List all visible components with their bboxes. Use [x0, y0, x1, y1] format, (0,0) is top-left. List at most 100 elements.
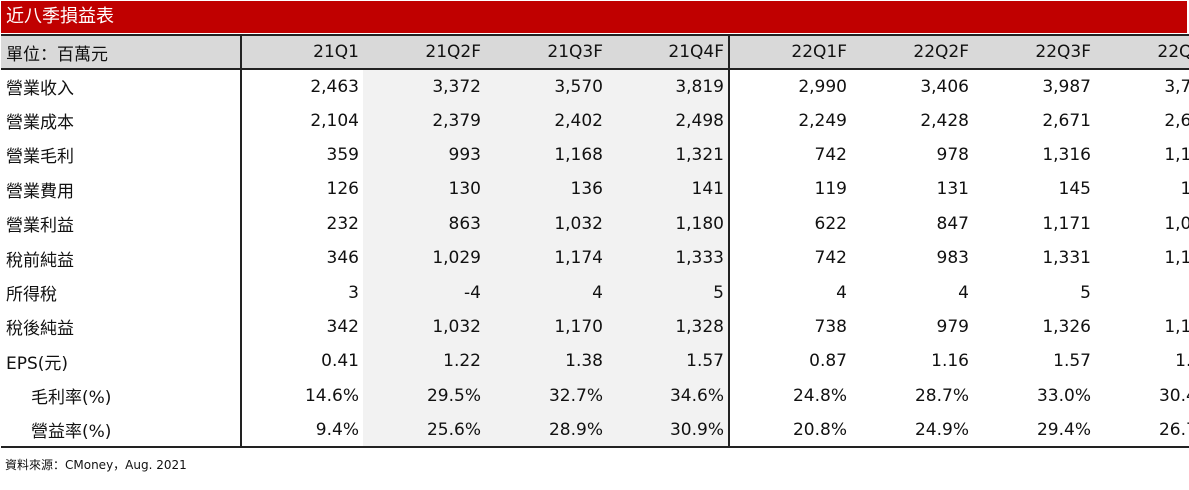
- table-cell: 359: [240, 137, 363, 173]
- table-cell: 742: [728, 137, 851, 173]
- table-cell: 1,333: [607, 240, 729, 276]
- header-row: 單位：百萬元 21Q1 21Q2F 21Q3F 21Q4F 22Q1F 22Q2…: [1, 34, 1189, 70]
- table-cell: 2,498: [607, 103, 729, 138]
- table-cell: 3,819: [607, 69, 729, 104]
- table-cell: 5: [1080, 282, 1091, 303]
- unit-label: 單位：百萬元: [1, 34, 241, 70]
- table-title: 近八季損益表: [1, 1, 1187, 33]
- table-cell: 29.4%: [973, 412, 1095, 449]
- table-row: 營業成本 2,104 2,379 2,402 2,498 2,249 2,428 2,671 2…: [1, 103, 1189, 138]
- table-cell: 3,570: [485, 69, 607, 104]
- table-cell: 1,174: [485, 240, 607, 276]
- table-cell: 1.57: [1053, 351, 1091, 372]
- table-cell: 24.8%: [728, 378, 851, 413]
- period-header: 21Q3F: [485, 34, 607, 70]
- table-cell: 863: [363, 206, 485, 241]
- period-header: 22Q3F: [973, 34, 1095, 70]
- row-label: 營業毛利: [6, 147, 74, 168]
- table-cell: 1.38: [485, 344, 607, 379]
- table-cell: 2,104: [240, 103, 363, 138]
- table-cell: 1.57: [607, 344, 729, 379]
- table-cell: 1,331: [1042, 248, 1091, 269]
- table-cell: 342: [240, 309, 363, 345]
- table-cell: 1,326: [1042, 316, 1091, 337]
- table-cell: 1,029: [363, 240, 485, 276]
- table-cell: 346: [240, 240, 363, 276]
- table-cell: 25.6%: [363, 412, 485, 449]
- table-cell: 137: [1180, 179, 1189, 200]
- table-cell: 32.7%: [485, 378, 607, 413]
- table-cell: 742: [728, 240, 851, 276]
- period-header: 21Q4F: [607, 34, 729, 70]
- table-cell: 2,463: [240, 69, 363, 104]
- table-cell: 1,015: [1164, 213, 1189, 234]
- source-note: 資料來源：CMoney，Aug. 2021: [5, 458, 187, 472]
- table-cell: 1,170: [485, 309, 607, 345]
- table-cell: 1,153: [1164, 144, 1189, 165]
- table-cell: 3,797: [1164, 76, 1189, 97]
- period-header: 22Q2F: [851, 34, 973, 70]
- period-header: 21Q1: [240, 34, 363, 70]
- table-cell: 738: [728, 309, 851, 345]
- table-cell: 28.9%: [485, 412, 607, 449]
- table-cell: 5: [607, 275, 729, 310]
- table-cell: 34.6%: [607, 378, 729, 413]
- table-cell: 136: [485, 172, 607, 207]
- table-cell: 3: [240, 275, 363, 310]
- table-cell: 622: [728, 206, 851, 241]
- table-cell: 1,321: [607, 137, 729, 173]
- period-header: 22Q4F: [1095, 34, 1189, 70]
- table-cell: 2,990: [728, 69, 851, 104]
- table-cell: 2,249: [728, 103, 851, 138]
- table-cell: 20.8%: [728, 412, 851, 449]
- table-cell: 28.7%: [914, 385, 969, 406]
- table-cell: 131: [936, 179, 969, 200]
- table-row: EPS(元)0.411.221.381.570.871.161.571.38: [1, 344, 1189, 379]
- table-cell: 126: [240, 172, 363, 207]
- table-cell: 5: [1095, 275, 1189, 309]
- table-cell: 1,168: [485, 137, 607, 173]
- row-label: 營益率(%): [1, 412, 241, 449]
- row-label: 營業利益: [6, 216, 74, 237]
- table-cell: -4: [363, 275, 485, 310]
- row-label: 營業成本: [6, 113, 74, 134]
- table-cell: 4: [958, 282, 969, 303]
- table-cell: 2,379: [363, 103, 485, 138]
- table-cell: 9.4%: [240, 412, 363, 449]
- table-cell: 1,167: [1164, 248, 1189, 269]
- table-cell: 1,180: [607, 206, 729, 241]
- table-cell: 3,987: [1042, 76, 1091, 97]
- table-cell: 141: [607, 172, 729, 207]
- row-label: 營業收入: [6, 79, 74, 100]
- table-cell: 847: [936, 213, 969, 234]
- table-cell: 1,163: [1164, 316, 1189, 337]
- table-cell: 29.5%: [363, 378, 485, 413]
- table-cell: 2,671: [1042, 110, 1091, 131]
- table-row: 營益率(%) 9.4% 25.6% 28.9% 30.9% 20.8% 24.9% 29.4%…: [1, 412, 1189, 449]
- row-label: 營業費用: [6, 181, 74, 202]
- table-cell: 232: [240, 206, 363, 241]
- table-cell: 26.7%: [1095, 412, 1189, 449]
- table-cell: 145: [1058, 179, 1091, 200]
- row-label: 稅前純益: [6, 250, 74, 271]
- table-cell: 1.22: [363, 344, 485, 379]
- table-row: 毛利率(%) 14.6% 29.5% 32.7% 34.6% 24.8% 28.7% 33.0…: [1, 378, 1189, 413]
- table-cell: 3,406: [920, 76, 969, 97]
- row-label: 毛利率(%): [31, 388, 112, 409]
- table-cell: 14.6%: [240, 378, 363, 413]
- table-cell: 119: [728, 172, 851, 207]
- period-header: 22Q1F: [728, 34, 851, 70]
- table-cell: 24.9%: [851, 412, 973, 449]
- row-label: EPS(元): [6, 353, 69, 374]
- table-cell: 33.0%: [1036, 385, 1091, 406]
- table-cell: 2,645: [1164, 110, 1189, 131]
- table-cell: 30.4%: [1158, 385, 1189, 406]
- table-cell: 979: [936, 316, 969, 337]
